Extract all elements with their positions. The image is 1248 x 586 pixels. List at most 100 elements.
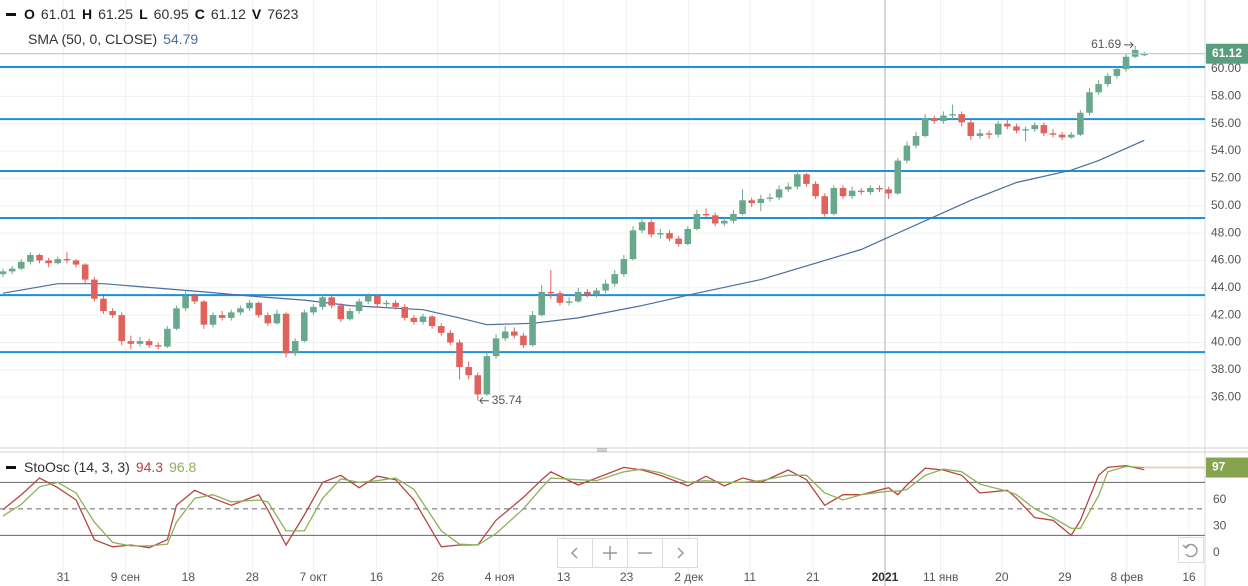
scroll-right-button[interactable]	[663, 539, 697, 567]
y-tick-label: 54.00	[1211, 143, 1241, 157]
candle-body	[611, 274, 619, 284]
candle-body	[894, 160, 902, 194]
candle-body	[182, 295, 189, 309]
candle-body	[100, 298, 107, 312]
candle-body	[848, 190, 856, 197]
zoom-in-button[interactable]	[593, 539, 628, 567]
candle-body	[912, 136, 920, 146]
menu-icon[interactable]	[6, 6, 18, 22]
candle-body	[246, 302, 253, 309]
candle-body	[657, 233, 664, 235]
menu-icon[interactable]	[6, 459, 18, 475]
candle-body	[593, 290, 600, 295]
zoom-controls	[557, 538, 698, 568]
y-tick-label: 44.00	[1211, 280, 1241, 294]
k-value: 94.3	[135, 459, 164, 475]
y-tick-label: 48.00	[1211, 225, 1241, 239]
candle-body	[456, 342, 463, 368]
y-tick-label: 60.00	[1211, 61, 1241, 75]
x-tick-label: 16	[1182, 570, 1196, 584]
y-tick-label: 36.00	[1211, 389, 1241, 403]
candle-body	[72, 260, 80, 265]
candle-body	[465, 367, 472, 376]
label: C	[194, 6, 205, 22]
candle-body	[483, 356, 491, 395]
osc-line	[2, 464, 1145, 549]
candle-body	[1086, 92, 1093, 113]
candle-body	[346, 311, 354, 320]
candle-body	[921, 118, 929, 137]
candle-body	[949, 114, 956, 116]
candle-body	[392, 302, 399, 307]
candle-body	[602, 283, 609, 291]
osc-tick-label: 0	[1213, 545, 1220, 559]
candle-body	[511, 331, 518, 336]
candle-body	[164, 328, 171, 347]
candle-body	[620, 259, 628, 275]
annotation-arrow	[479, 397, 489, 405]
candle-body	[547, 291, 555, 294]
high-annotation: 61.69	[1091, 37, 1121, 51]
candle-body	[794, 174, 801, 187]
scroll-left-button[interactable]	[558, 539, 593, 567]
candle-body	[364, 295, 372, 302]
candle-body	[748, 200, 755, 204]
candle-body	[36, 254, 43, 261]
candle-body	[757, 198, 765, 204]
candle-body	[584, 291, 591, 295]
candle-body	[958, 114, 965, 123]
candle-body	[574, 291, 582, 302]
y-tick-label: 40.00	[1211, 335, 1241, 349]
candle-body	[666, 233, 673, 239]
candle-body	[821, 196, 829, 214]
x-tick-label: 11 янв	[923, 570, 958, 584]
candle-body	[145, 341, 153, 346]
candle-body	[118, 315, 125, 342]
candle-body	[903, 145, 911, 161]
candle-body	[730, 213, 737, 221]
candle-body	[967, 122, 975, 137]
candle-body	[136, 341, 144, 344]
candle-body	[91, 279, 98, 299]
y-tick-label: 46.00	[1211, 253, 1241, 267]
candle-body	[1122, 56, 1130, 70]
candle-body	[1049, 133, 1057, 135]
value: 61.12	[210, 6, 246, 22]
y-tick-label: 52.00	[1211, 171, 1241, 185]
candle-body	[1140, 53, 1148, 56]
candle-body	[173, 308, 180, 329]
value: 60.95	[153, 6, 189, 22]
d-value: 96.8	[169, 459, 197, 475]
price-tag	[1206, 43, 1248, 64]
osc-tag	[1206, 457, 1248, 478]
candle-body	[538, 291, 545, 316]
candle-body	[1067, 134, 1075, 138]
candle-body	[766, 197, 774, 199]
y-tick-label: 56.00	[1211, 116, 1241, 130]
candle-body	[940, 115, 947, 121]
candle-body	[1004, 123, 1011, 127]
candle-body	[191, 295, 199, 302]
candle-body	[401, 306, 409, 318]
candle-body	[301, 312, 308, 342]
x-tick-label: 31	[57, 570, 71, 584]
candle-body	[282, 313, 290, 354]
reset-button[interactable]	[1178, 537, 1204, 563]
candle-body	[1022, 129, 1029, 131]
candle-body	[638, 222, 646, 231]
candle-body	[647, 222, 655, 235]
osc-tick-label: 30	[1213, 519, 1227, 533]
sma-value: 54.79	[163, 31, 199, 47]
y-tick-label: 50.00	[1211, 198, 1241, 212]
candle-body	[227, 312, 235, 318]
candle-body	[255, 302, 262, 316]
osc-legend: StoOsc (14, 3, 3) 94.3 96.8	[6, 459, 196, 475]
candle-body	[931, 118, 938, 121]
candle-body	[839, 187, 847, 197]
zoom-out-button[interactable]	[628, 539, 663, 567]
candle-body	[17, 261, 25, 269]
candle-body	[867, 187, 874, 193]
sma-name: SMA (50, 0, CLOSE)	[28, 31, 158, 47]
price-tag-label: 61.12	[1212, 46, 1242, 60]
value: 7623	[267, 6, 299, 22]
